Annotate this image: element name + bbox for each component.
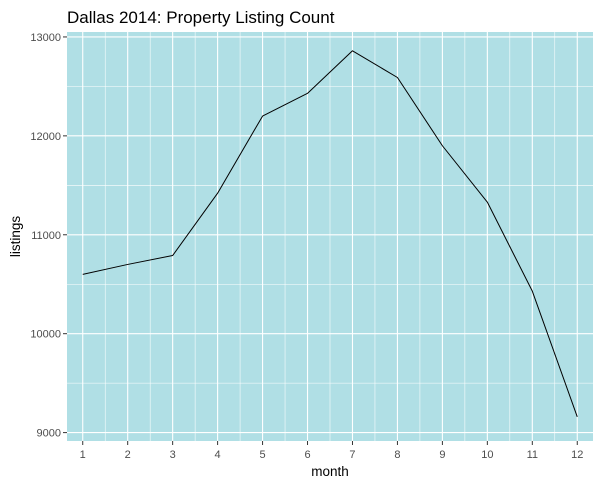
chart-title: Dallas 2014: Property Listing Count	[67, 8, 335, 27]
x-axis-title: month	[311, 464, 349, 479]
x-tick-label: 2	[125, 449, 131, 461]
x-tick-label: 7	[349, 449, 355, 461]
y-tick-label: 10000	[30, 329, 61, 341]
x-tick-label: 4	[215, 449, 221, 461]
x-tick-label: 3	[170, 449, 176, 461]
y-tick-label: 9000	[37, 428, 61, 440]
y-axis: 9000 10000 11000 12000 13000	[30, 32, 67, 440]
x-tick-label: 1	[80, 449, 86, 461]
x-tick-label: 11	[527, 449, 538, 461]
grid-major	[67, 32, 593, 441]
x-tick-label: 12	[571, 449, 583, 461]
y-tick-label: 12000	[30, 131, 61, 143]
x-tick-label: 5	[260, 449, 266, 461]
series-layer	[82, 50, 578, 417]
series-line	[82, 50, 578, 417]
x-tick-label: 10	[481, 449, 493, 461]
x-axis: 1 2 3 4 5 6 7 8 9 10 11 12	[80, 441, 583, 461]
y-tick-label: 11000	[31, 230, 61, 242]
x-tick-label: 9	[439, 449, 445, 461]
y-axis-title: listings	[8, 216, 23, 258]
grid-minor	[67, 32, 593, 441]
x-tick-label: 6	[304, 449, 310, 461]
y-tick-label: 13000	[30, 32, 61, 44]
x-tick-label: 8	[394, 449, 400, 461]
